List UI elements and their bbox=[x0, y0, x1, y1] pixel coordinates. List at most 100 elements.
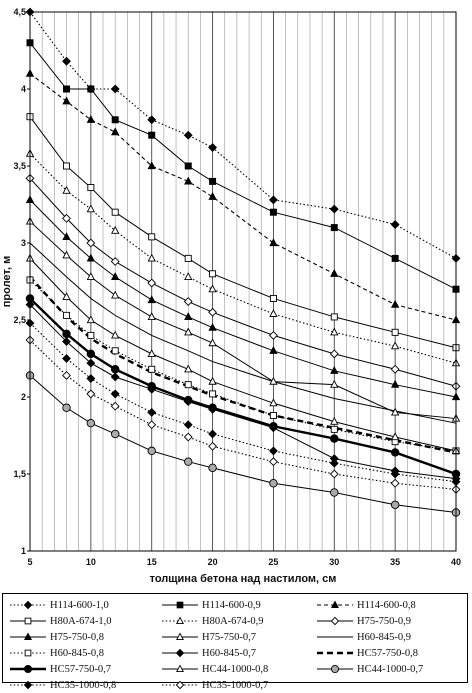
series-point-6 bbox=[111, 272, 120, 280]
legend-item: Н60-845-0,7 bbox=[161, 645, 256, 661]
series-point-0 bbox=[329, 204, 339, 214]
series-point-5 bbox=[208, 307, 218, 317]
legend-label: Н75-750-0,8 bbox=[50, 631, 104, 643]
series-point-9 bbox=[111, 347, 119, 355]
series-point-0 bbox=[268, 195, 278, 205]
series-point-6 bbox=[390, 379, 400, 388]
series-point-5 bbox=[62, 213, 71, 223]
series-point-4 bbox=[111, 225, 120, 234]
legend-label: Н60-845-0,7 bbox=[202, 647, 256, 659]
plot-frame bbox=[29, 11, 457, 552]
series-point-3 bbox=[269, 294, 277, 302]
legend-swatch bbox=[317, 636, 353, 638]
series-point-15 bbox=[147, 407, 157, 417]
legend-marker bbox=[24, 617, 32, 625]
x-tick-label: 20 bbox=[208, 557, 218, 567]
series-point-1 bbox=[63, 85, 71, 93]
legend-marker bbox=[176, 616, 184, 624]
series-point-2 bbox=[330, 269, 339, 277]
legend-item: Н114-600-0,8 bbox=[316, 597, 416, 613]
series-line-8 bbox=[29, 242, 457, 424]
series-point-14 bbox=[269, 479, 278, 488]
series-point-15 bbox=[268, 446, 278, 456]
series-point-12 bbox=[330, 434, 339, 443]
series-point-4 bbox=[208, 284, 217, 293]
legend-label: Н80А-674-0,9 bbox=[202, 615, 264, 627]
series-point-12 bbox=[269, 422, 278, 431]
legend-swatch bbox=[162, 648, 198, 658]
series-point-0 bbox=[110, 84, 120, 94]
series-point-2 bbox=[269, 238, 278, 247]
series-point-5 bbox=[329, 349, 339, 359]
legend-item: НС44-1000-0,8 bbox=[161, 661, 268, 677]
legend-marker bbox=[24, 649, 32, 657]
legend-marker bbox=[175, 648, 185, 658]
series-point-2 bbox=[208, 192, 217, 200]
legend-item: Н75-750-0,8 bbox=[9, 629, 104, 645]
series-line-2 bbox=[29, 73, 457, 321]
legend-swatch bbox=[162, 601, 198, 609]
series-point-7 bbox=[147, 312, 156, 321]
x-tick-label: 35 bbox=[390, 557, 400, 567]
series-point-5 bbox=[147, 278, 157, 288]
series-point-5 bbox=[86, 238, 96, 248]
series-point-12 bbox=[62, 329, 71, 339]
legend-marker bbox=[23, 600, 33, 610]
series-point-2 bbox=[390, 299, 400, 308]
x-tick-label: 5 bbox=[27, 557, 32, 567]
series-point-9 bbox=[330, 425, 338, 433]
tick-labels: 5 10 15 20 25 30 35 40 1 1,5 2 2,5 3 3,5 4 4,5 bbox=[13, 7, 461, 567]
series-point-13 bbox=[390, 432, 400, 441]
series-point-13 bbox=[147, 349, 156, 357]
y-tick-label: 2,5 bbox=[13, 315, 26, 325]
legend-swatch bbox=[10, 617, 46, 625]
legend-marker bbox=[330, 616, 340, 626]
series-point-10 bbox=[62, 337, 71, 346]
series-point-15 bbox=[208, 429, 218, 439]
legend-swatch bbox=[10, 600, 46, 610]
series-point-7 bbox=[208, 338, 217, 347]
series-point-1 bbox=[87, 85, 95, 93]
series-point-6 bbox=[330, 366, 339, 374]
series-line-7 bbox=[29, 221, 457, 420]
series-point-4 bbox=[147, 253, 156, 262]
legend-swatch bbox=[317, 600, 353, 608]
series-line-15 bbox=[29, 322, 457, 483]
series-point-0 bbox=[208, 143, 218, 152]
y-tick-label: 2 bbox=[21, 392, 26, 402]
legend-label: Н60-845-0,8 bbox=[50, 647, 104, 659]
legend-item: Н114-600-0,9 bbox=[161, 597, 261, 613]
x-tick-label: 40 bbox=[451, 557, 461, 567]
series-point-16 bbox=[183, 432, 193, 442]
series-point-1 bbox=[391, 254, 399, 262]
legend-item: НС57-750-0,7 bbox=[9, 661, 111, 677]
legend-marker bbox=[24, 632, 32, 640]
y-axis-label: пролет, м bbox=[1, 256, 13, 307]
legend-swatch bbox=[162, 616, 198, 624]
series-point-16 bbox=[390, 478, 400, 488]
series-point-4 bbox=[62, 185, 71, 194]
series-point-16 bbox=[110, 401, 120, 411]
legend-swatch bbox=[162, 664, 198, 672]
series-point-14 bbox=[110, 429, 120, 439]
series-point-15 bbox=[329, 458, 339, 468]
series-point-5 bbox=[390, 364, 400, 374]
series-point-5 bbox=[110, 257, 120, 266]
series-point-14 bbox=[390, 500, 400, 510]
series-point-3 bbox=[111, 208, 119, 216]
y-tick-label: 3 bbox=[21, 238, 26, 248]
series-point-1 bbox=[148, 131, 156, 139]
series-point-13 bbox=[269, 398, 278, 407]
series-point-10 bbox=[86, 358, 96, 368]
series-point-13 bbox=[330, 416, 339, 425]
series-line-16 bbox=[29, 339, 457, 490]
legend-item: НС35-1000-0,8 bbox=[9, 677, 116, 693]
series-point-0 bbox=[147, 115, 157, 125]
legend-item: Н80А-674-1,0 bbox=[9, 613, 112, 629]
series-point-14 bbox=[330, 488, 339, 497]
series-point-15 bbox=[62, 354, 71, 363]
series-point-13 bbox=[208, 376, 217, 385]
legend-marker bbox=[176, 632, 184, 640]
series-point-6 bbox=[208, 322, 217, 331]
series-point-15 bbox=[390, 469, 400, 479]
